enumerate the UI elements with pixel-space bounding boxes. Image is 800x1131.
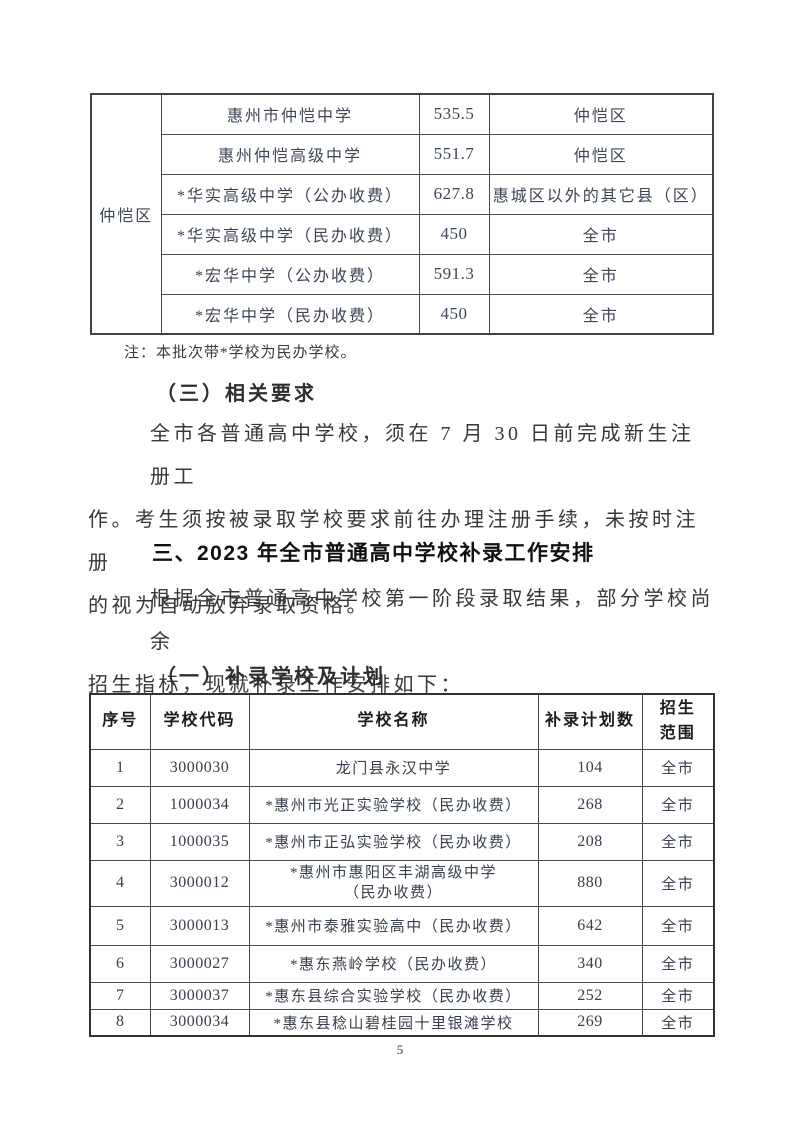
paragraph-line: 的视为自动放弃录取资格。 bbox=[88, 595, 370, 617]
index-cell: 7 bbox=[89, 981, 151, 1010]
range-cell: 全市 bbox=[641, 944, 715, 983]
score-cell: 535.5 bbox=[418, 93, 490, 135]
range-cell: 全市 bbox=[641, 859, 715, 907]
plan-cell: 269 bbox=[537, 1008, 643, 1037]
header-index: 序号 bbox=[89, 693, 151, 750]
school-name-cell: *惠东县综合实验学校（民办收费） bbox=[248, 981, 539, 1010]
table-row: 8 3000034 *惠东县稔山碧桂园十里银滩学校 269 全市 bbox=[89, 1008, 715, 1037]
school-name-cell: *宏华中学（公办收费） bbox=[160, 253, 420, 295]
school-name-cell: *惠东县稔山碧桂园十里银滩学校 bbox=[248, 1008, 539, 1037]
range-cell: 惠城区以外的其它县（区） bbox=[488, 173, 714, 215]
footnote: 注：本批次带*学校为民办学校。 bbox=[124, 345, 357, 361]
table-row: 仲恺区 惠州市仲恺中学 535.5 仲恺区 bbox=[90, 93, 714, 335]
range-cell: 全市 bbox=[641, 785, 715, 824]
table-row: *宏华中学（公办收费） 591.3 全市 bbox=[91, 253, 714, 295]
score-cell: 450 bbox=[418, 293, 490, 335]
table-row: *宏华中学（民办收费） 450 全市 bbox=[91, 293, 714, 335]
school-name-cell: *惠东燕岭学校（民办收费） bbox=[248, 944, 539, 983]
school-name-cell: *惠州市惠阳区丰湖高级中学 （民办收费） bbox=[248, 859, 539, 907]
index-cell: 6 bbox=[89, 944, 151, 983]
paragraph-registration: 全市各普通高中学校，须在 7 月 30 日前完成新生注册工 作。考生须按被录取学… bbox=[88, 413, 716, 628]
school-name-cell: *宏华中学（民办收费） bbox=[160, 293, 420, 335]
table-row: 4 3000012 *惠州市惠阳区丰湖高级中学 （民办收费） 880 全市 bbox=[89, 859, 715, 907]
header-school-name: 学校名称 bbox=[248, 693, 539, 750]
plan-cell: 208 bbox=[537, 822, 643, 861]
code-cell: 3000012 bbox=[149, 859, 250, 907]
plan-cell: 880 bbox=[537, 859, 643, 907]
range-cell: 全市 bbox=[641, 748, 715, 787]
score-cell: 450 bbox=[418, 213, 490, 255]
range-cell: 全市 bbox=[641, 822, 715, 861]
table-header-row: 序号 学校代码 学校名称 补录计划数 招生 范围 bbox=[89, 693, 715, 750]
code-cell: 1000034 bbox=[149, 785, 250, 824]
index-cell: 3 bbox=[89, 822, 151, 861]
paragraph-line: 根据全市普通高中学校第一阶段录取结果，部分学校尚余 bbox=[150, 588, 714, 653]
range-cell: 全市 bbox=[488, 253, 714, 295]
table-row: 3 1000035 *惠州市正弘实验学校（民办收费） 208 全市 bbox=[89, 822, 715, 861]
paragraph-line: 全市各普通高中学校，须在 7 月 30 日前完成新生注册工 bbox=[150, 423, 695, 488]
page-number: 5 bbox=[396, 1042, 404, 1057]
paragraph-supplementary-intro: 根据全市普通高中学校第一阶段录取结果，部分学校尚余 招生指标，现就补录工作安排如… bbox=[88, 578, 716, 707]
range-cell: 全市 bbox=[488, 213, 714, 255]
code-cell: 3000013 bbox=[149, 905, 250, 946]
section-heading-plan: （一）补录学校及计划 bbox=[156, 666, 386, 688]
school-name-cell: *华实高级中学（公办收费） bbox=[160, 173, 420, 215]
paragraph-line: 招生指标，现就补录工作安排如下： bbox=[88, 674, 464, 696]
paragraph-line: 作。考生须按被录取学校要求前往办理注册手续，未按时注册 bbox=[88, 509, 699, 574]
plan-cell: 268 bbox=[537, 785, 643, 824]
range-cell: 全市 bbox=[641, 981, 715, 1010]
range-cell: 仲恺区 bbox=[488, 93, 714, 135]
header-school-code: 学校代码 bbox=[149, 693, 250, 750]
code-cell: 3000027 bbox=[149, 944, 250, 983]
school-name-cell: *惠州市正弘实验学校（民办收费） bbox=[248, 822, 539, 861]
school-name-cell: *惠州市光正实验学校（民办收费） bbox=[248, 785, 539, 824]
range-cell: 全市 bbox=[641, 1008, 715, 1037]
index-cell: 2 bbox=[89, 785, 151, 824]
school-name-cell: 惠州市仲恺中学 bbox=[160, 93, 420, 135]
code-cell: 3000034 bbox=[149, 1008, 250, 1037]
code-cell: 3000030 bbox=[149, 748, 250, 787]
plan-cell: 252 bbox=[537, 981, 643, 1010]
index-cell: 4 bbox=[89, 859, 151, 907]
index-cell: 8 bbox=[89, 1008, 151, 1037]
school-name-cell: *惠州市泰雅实验高中（民办收费） bbox=[248, 905, 539, 946]
school-name-cell: 龙门县永汉中学 bbox=[248, 748, 539, 787]
index-cell: 1 bbox=[89, 748, 151, 787]
code-cell: 3000037 bbox=[149, 981, 250, 1010]
region-cell: 仲恺区 bbox=[90, 93, 162, 335]
range-cell: 全市 bbox=[641, 905, 715, 946]
plan-cell: 340 bbox=[537, 944, 643, 983]
code-cell: 1000035 bbox=[149, 822, 250, 861]
header-plan-count: 补录计划数 bbox=[537, 693, 643, 750]
table-row: *华实高级中学（民办收费） 450 全市 bbox=[91, 213, 714, 255]
header-recruit-range: 招生 范围 bbox=[641, 693, 715, 750]
table-row: 5 3000013 *惠州市泰雅实验高中（民办收费） 642 全市 bbox=[89, 905, 715, 946]
table-row: 惠州仲恺高级中学 551.7 仲恺区 bbox=[91, 133, 714, 175]
cutoff-score-table: 仲恺区 惠州市仲恺中学 535.5 仲恺区 惠州仲恺高级中学 551.7 仲恺区… bbox=[90, 93, 714, 335]
range-cell: 全市 bbox=[488, 293, 714, 335]
table-row: *华实高级中学（公办收费） 627.8 惠城区以外的其它县（区） bbox=[91, 173, 714, 215]
school-name-cell: *华实高级中学（民办收费） bbox=[160, 213, 420, 255]
range-cell: 仲恺区 bbox=[488, 133, 714, 175]
index-cell: 5 bbox=[89, 905, 151, 946]
table-row: 7 3000037 *惠东县综合实验学校（民办收费） 252 全市 bbox=[89, 981, 715, 1010]
supplementary-plan-table: 序号 学校代码 学校名称 补录计划数 招生 范围 1 3000030 龙门县永汉… bbox=[89, 693, 715, 1037]
table-row: 6 3000027 *惠东燕岭学校（民办收费） 340 全市 bbox=[89, 944, 715, 983]
plan-cell: 642 bbox=[537, 905, 643, 946]
score-cell: 551.7 bbox=[418, 133, 490, 175]
table-row: 1 3000030 龙门县永汉中学 104 全市 bbox=[89, 748, 715, 787]
score-cell: 591.3 bbox=[418, 253, 490, 295]
school-name-cell: 惠州仲恺高级中学 bbox=[160, 133, 420, 175]
section-heading-requirements: （三）相关要求 bbox=[156, 383, 317, 405]
table-row: 2 1000034 *惠州市光正实验学校（民办收费） 268 全市 bbox=[89, 785, 715, 824]
score-cell: 627.8 bbox=[418, 173, 490, 215]
plan-cell: 104 bbox=[537, 748, 643, 787]
chapter-heading-supplementary-recruitment: 三、2023 年全市普通高中学校补录工作安排 bbox=[152, 542, 595, 565]
